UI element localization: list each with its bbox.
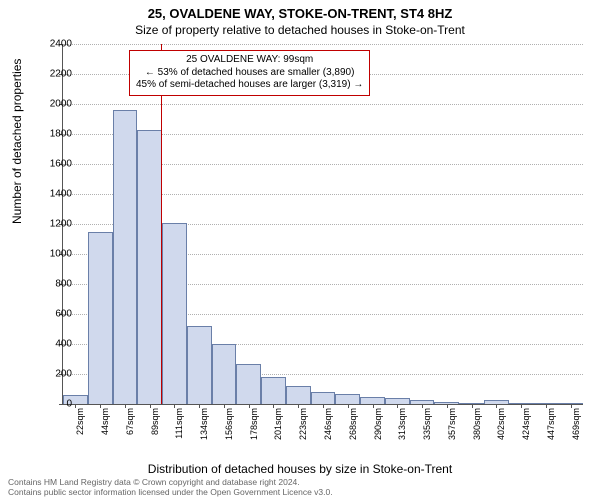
- histogram-bar: [335, 394, 360, 405]
- xtick-label: 268sqm: [348, 408, 358, 456]
- xtick-label: 178sqm: [249, 408, 259, 456]
- ytick-label: 1200: [32, 219, 72, 230]
- xtick-label: 335sqm: [422, 408, 432, 456]
- histogram-bar: [236, 364, 261, 405]
- ytick-label: 200: [32, 369, 72, 380]
- histogram-bar: [113, 110, 138, 404]
- xtick-label: 357sqm: [447, 408, 457, 456]
- annotation-box: 25 OVALDENE WAY: 99sqm ← 53% of detached…: [129, 50, 370, 96]
- x-axis-label: Distribution of detached houses by size …: [0, 462, 600, 476]
- ytick-label: 2400: [32, 39, 72, 50]
- footer-line-2: Contains public sector information licen…: [8, 488, 333, 498]
- ytick-label: 1600: [32, 159, 72, 170]
- xtick-label: 424sqm: [521, 408, 531, 456]
- plot-area: 22sqm44sqm67sqm89sqm111sqm134sqm156sqm17…: [62, 44, 583, 405]
- ytick-label: 2200: [32, 69, 72, 80]
- histogram-bar: [212, 344, 237, 404]
- chart-title: 25, OVALDENE WAY, STOKE-ON-TRENT, ST4 8H…: [0, 0, 600, 21]
- xtick-label: 44sqm: [100, 408, 110, 456]
- ytick-label: 600: [32, 309, 72, 320]
- histogram-bar: [162, 223, 187, 405]
- xtick-label: 290sqm: [373, 408, 383, 456]
- ytick-label: 0: [32, 399, 72, 410]
- ytick-label: 1800: [32, 129, 72, 140]
- histogram-bar: [187, 326, 212, 404]
- xtick-label: 89sqm: [150, 408, 160, 456]
- histogram-bar: [286, 386, 311, 404]
- xtick-label: 156sqm: [224, 408, 234, 456]
- reference-line: [161, 44, 162, 404]
- xtick-label: 111sqm: [174, 408, 184, 456]
- xtick-label: 201sqm: [273, 408, 283, 456]
- annotation-line-1: 25 OVALDENE WAY: 99sqm: [136, 54, 363, 67]
- xtick-label: 469sqm: [571, 408, 581, 456]
- xtick-label: 447sqm: [546, 408, 556, 456]
- bars-layer: [63, 44, 583, 404]
- histogram-bar: [360, 397, 385, 405]
- footer-attribution: Contains HM Land Registry data © Crown c…: [8, 478, 333, 498]
- ytick-label: 1000: [32, 249, 72, 260]
- ytick-label: 2000: [32, 99, 72, 110]
- ytick-label: 1400: [32, 189, 72, 200]
- chart-subtitle: Size of property relative to detached ho…: [0, 23, 600, 37]
- xtick-label: 313sqm: [397, 408, 407, 456]
- histogram-bar: [261, 377, 286, 404]
- histogram-bar: [88, 232, 113, 405]
- xtick-label: 246sqm: [323, 408, 333, 456]
- xtick-label: 134sqm: [199, 408, 209, 456]
- xtick-label: 380sqm: [472, 408, 482, 456]
- y-axis-label: Number of detached properties: [10, 59, 24, 224]
- histogram-bar: [137, 130, 162, 405]
- ytick-label: 800: [32, 279, 72, 290]
- chart-container: 25, OVALDENE WAY, STOKE-ON-TRENT, ST4 8H…: [0, 0, 600, 500]
- xtick-label: 22sqm: [75, 408, 85, 456]
- xtick-label: 67sqm: [125, 408, 135, 456]
- histogram-bar: [311, 392, 336, 404]
- annotation-line-3: 45% of semi-detached houses are larger (…: [136, 79, 363, 92]
- xtick-label: 223sqm: [298, 408, 308, 456]
- annotation-line-2: ← 53% of detached houses are smaller (3,…: [136, 67, 363, 80]
- ytick-label: 400: [32, 339, 72, 350]
- xtick-label: 402sqm: [496, 408, 506, 456]
